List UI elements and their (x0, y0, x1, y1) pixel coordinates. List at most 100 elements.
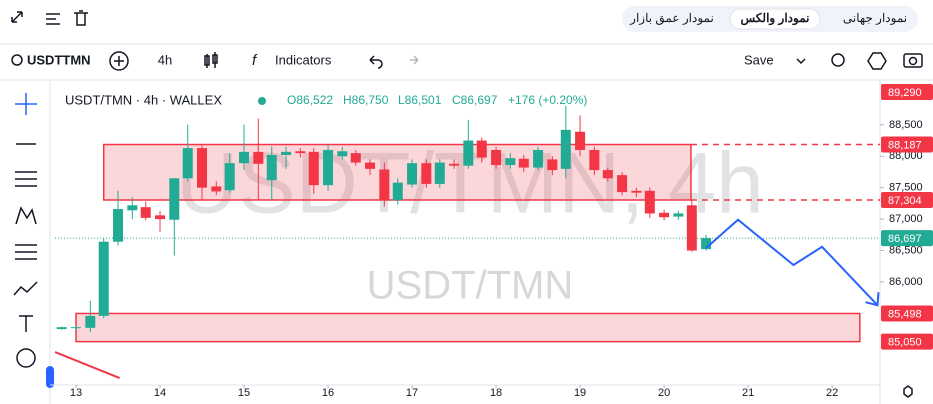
price-label: 88,187 (888, 139, 922, 151)
price-label-bg (881, 192, 933, 209)
y-tick-label: 86,000 (889, 276, 923, 288)
candle-body (379, 169, 390, 201)
forecast-arrow (705, 218, 879, 306)
price-label: 85,498 (888, 308, 922, 320)
candle-body (533, 149, 544, 168)
gann-tool[interactable] (15, 244, 37, 260)
save-menu[interactable] (796, 58, 806, 65)
chart-type-icon[interactable] (204, 52, 218, 68)
candle-body (56, 327, 67, 330)
settings-icon[interactable] (46, 13, 60, 25)
candle-body (197, 148, 208, 188)
toolbar: USDTTMN 4h f Indicators Save (11, 51, 923, 71)
settings-icon[interactable] (867, 52, 887, 70)
candle-body (295, 151, 306, 154)
candle-body (266, 155, 277, 181)
x-tick-label: 18 (490, 387, 502, 399)
candle-body (85, 315, 96, 328)
x-tick-label: 15 (238, 387, 250, 399)
tab[interactable]: نمودار عمق بازار (629, 11, 714, 25)
interval[interactable]: 4h (158, 52, 172, 67)
candle-body (518, 158, 529, 168)
y-tick-label: 86,500 (889, 244, 923, 256)
candle-body (434, 162, 445, 184)
symbol[interactable]: USDTTMN (27, 52, 91, 67)
candle-body (392, 182, 403, 201)
chart-title: USDT/TMN · 4h · WALLEX (65, 92, 222, 107)
forecast-tool[interactable] (13, 281, 38, 296)
y-tick-label: 88,500 (889, 119, 923, 131)
camera-lens (908, 56, 918, 66)
candle-body (644, 190, 655, 214)
candle-body (575, 131, 586, 150)
candle-body (308, 151, 319, 186)
price-label-bg (881, 305, 933, 322)
candle-body (337, 151, 348, 157)
price-label: 85,050 (888, 337, 922, 349)
crosshair-tool[interactable] (15, 93, 37, 115)
price-label-bg (881, 230, 933, 247)
candle-body (253, 151, 264, 164)
candle-body (365, 162, 376, 169)
x-tick-label: 14 (154, 387, 166, 399)
add-icon[interactable] (109, 51, 129, 71)
alert-icon[interactable] (831, 53, 845, 67)
candle-body (350, 153, 361, 163)
candle-body (155, 215, 166, 220)
candle-body (589, 149, 600, 171)
ohlc-value: +176 (+0.20%) (508, 93, 587, 107)
y-tick-label: 88,000 (889, 150, 923, 162)
tab[interactable]: نمودار والکس (741, 11, 810, 26)
emoji-tool[interactable] (16, 348, 36, 368)
undo-icon[interactable] (369, 55, 383, 69)
camera-icon[interactable] (903, 53, 923, 68)
candle-body (281, 151, 292, 156)
candle-body (182, 148, 193, 179)
tab-active (729, 8, 821, 30)
candle-body (98, 241, 109, 316)
top-bar: نمودار جهانی نمودار والکس نمودار عمق باز… (11, 6, 918, 32)
ohlc-value: L86,501 (398, 93, 442, 107)
add-icon-plus (114, 56, 124, 66)
ohlc-value: C86,697 (452, 93, 498, 107)
candle-body (407, 163, 418, 185)
search-icon (11, 54, 23, 66)
candle-body (617, 175, 628, 193)
price-label: 89,290 (888, 87, 922, 99)
candle-body (686, 205, 697, 251)
arrow-head (865, 292, 880, 307)
candle-body (224, 163, 235, 191)
delete-icon[interactable] (74, 10, 88, 26)
candle-body (211, 186, 222, 192)
candle-body (449, 163, 460, 166)
ohlc-value: H86,750 (343, 93, 389, 107)
price-label: 86,697 (888, 233, 922, 245)
price-label: 87,304 (888, 195, 922, 207)
x-tick-label: 19 (574, 387, 586, 399)
axis-settings[interactable] (903, 385, 913, 398)
redo-icon[interactable] (410, 55, 419, 65)
pattern-tool[interactable] (15, 206, 37, 225)
candle-body (673, 213, 684, 217)
x-tick-label: 20 (658, 387, 670, 399)
x-tick-label: 17 (406, 387, 418, 399)
candle-body (463, 140, 474, 166)
candle-body (491, 149, 502, 166)
candle-body (505, 158, 516, 166)
x-tick-label: 13 (70, 387, 82, 399)
tab[interactable]: نمودار جهانی (843, 11, 907, 25)
indicators[interactable]: Indicators (275, 52, 332, 67)
candle-body (560, 129, 571, 169)
candle-body (239, 151, 250, 164)
expand-icon[interactable] (11, 11, 23, 23)
save[interactable]: Save (744, 52, 774, 67)
collapse-button[interactable] (46, 366, 54, 388)
y-tick-label: 87,500 (889, 182, 923, 194)
fib-tool[interactable] (15, 171, 37, 187)
fx-icon[interactable]: f (252, 52, 258, 69)
candle-body (547, 159, 558, 171)
trend-line (55, 351, 121, 380)
candle-body (631, 190, 642, 193)
text-tool[interactable] (19, 315, 33, 332)
